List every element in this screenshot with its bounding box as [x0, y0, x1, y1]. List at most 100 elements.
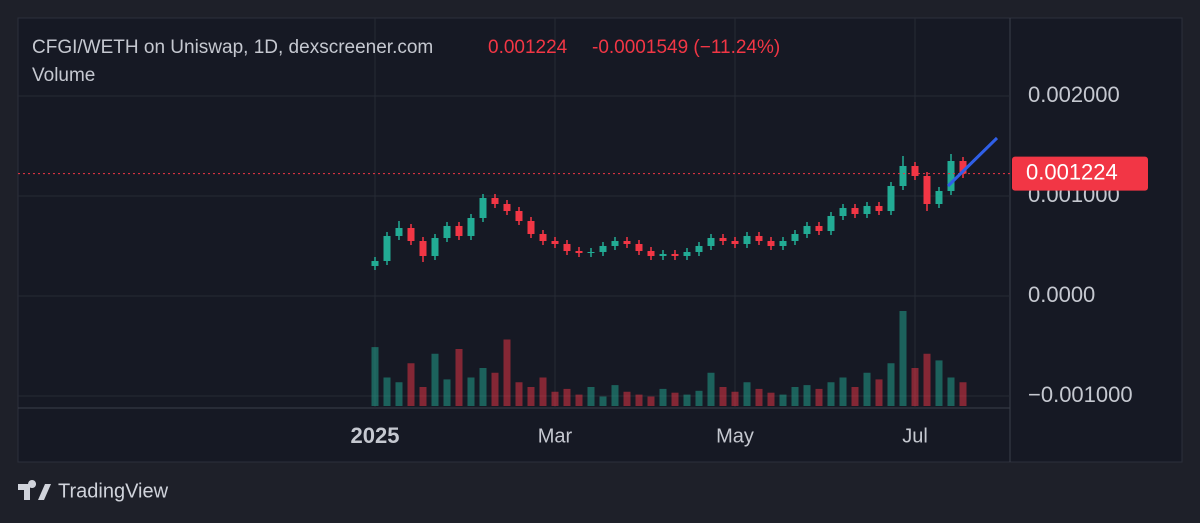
volume-bar: [791, 387, 799, 406]
volume-bar: [683, 394, 691, 406]
volume-bar: [839, 377, 847, 406]
volume-bar: [671, 392, 679, 406]
candle-body: [371, 261, 379, 266]
candle-body: [695, 246, 703, 252]
volume-bar: [599, 396, 607, 406]
candle-body: [959, 161, 967, 174]
candle-body: [551, 241, 559, 244]
volume-bar: [731, 391, 739, 406]
x-tick-label: Mar: [538, 425, 573, 447]
volume-bar: [863, 372, 871, 406]
volume-bar: [707, 372, 715, 406]
volume-bar: [911, 368, 919, 406]
chart-panel: [17, 17, 1183, 463]
volume-bar: [503, 339, 511, 406]
candle-body: [479, 198, 487, 218]
candle-body: [659, 254, 667, 256]
x-tick-label: 2025: [351, 423, 400, 448]
chart-title: CFGI/WETH on Uniswap, 1D, dexscreener.co…: [32, 37, 433, 58]
plot: [18, 154, 1010, 406]
tradingview-logo: [18, 480, 51, 500]
candle-body: [731, 241, 739, 244]
candle-body: [743, 236, 751, 244]
volume-bar: [659, 388, 667, 406]
candle-body: [599, 246, 607, 252]
candle-body: [443, 226, 451, 238]
candle-body: [851, 208, 859, 214]
volume-bar: [575, 394, 583, 406]
candle-body: [767, 241, 775, 246]
candle-body: [671, 254, 679, 256]
volume-bar: [383, 377, 391, 406]
volume-bar: [611, 385, 619, 406]
volume-bar: [623, 391, 631, 406]
candle-body: [455, 226, 463, 236]
candle-body: [911, 166, 919, 176]
footer-brand: TradingView: [58, 480, 169, 502]
last-price: 0.001224: [488, 37, 568, 58]
y-tick-label: 0.002000: [1028, 82, 1120, 107]
candle-body: [527, 221, 535, 234]
candle-body: [839, 208, 847, 216]
volume-bar: [779, 394, 787, 406]
volume-bar: [815, 388, 823, 406]
candle-body: [467, 218, 475, 236]
candle-body: [683, 252, 691, 256]
volume-bar: [395, 382, 403, 406]
volume-bar: [491, 372, 499, 406]
candle-body: [587, 252, 595, 253]
y-tick-label: −0.001000: [1028, 382, 1133, 407]
candle-body: [647, 251, 655, 256]
volume-bar: [371, 347, 379, 406]
volume-bar: [527, 387, 535, 406]
candle-body: [887, 186, 895, 211]
volume-bar: [443, 379, 451, 406]
volume-bar: [431, 353, 439, 406]
candle-body: [395, 228, 403, 236]
candle-body: [383, 236, 391, 261]
candle-body: [803, 226, 811, 234]
candle-body: [755, 236, 763, 241]
volume-bar: [551, 391, 559, 406]
candle-body: [707, 238, 715, 246]
volume-bar: [959, 382, 967, 406]
x-tick-label: May: [716, 425, 754, 447]
candle-body: [779, 241, 787, 246]
candle-body: [719, 238, 727, 241]
volume-bar: [539, 377, 547, 406]
candle-body: [431, 238, 439, 256]
candle-body: [491, 198, 499, 204]
candle-body: [515, 211, 523, 221]
volume-bar: [719, 387, 727, 406]
volume-bar: [803, 385, 811, 406]
candle-body: [863, 206, 871, 214]
y-tick-label: 0.0000: [1028, 282, 1095, 307]
volume-bar: [515, 382, 523, 406]
volume-bar: [455, 349, 463, 406]
volume-bar: [407, 363, 415, 406]
candle-body: [899, 166, 907, 186]
candle-body: [923, 176, 931, 204]
volume-bar: [647, 396, 655, 406]
volume-bar: [923, 353, 931, 406]
volume-bar: [743, 382, 751, 406]
candle-body: [827, 216, 835, 231]
candle-body: [611, 241, 619, 246]
volume-bar: [827, 382, 835, 406]
trend-line-drawing: [946, 136, 999, 188]
candle-body: [635, 244, 643, 251]
candle-body: [875, 206, 883, 211]
volume-bar: [635, 394, 643, 406]
volume-bar: [587, 387, 595, 406]
candle-body: [407, 228, 415, 241]
volume-bar: [935, 360, 943, 406]
price-badge: [1012, 156, 1148, 191]
volume-bar: [887, 363, 895, 406]
volume-bar: [875, 379, 883, 406]
candle-body: [935, 191, 943, 204]
price-badge-label: 0.001224: [1026, 159, 1118, 184]
volume-bar: [467, 377, 475, 406]
volume-bar: [899, 311, 907, 406]
